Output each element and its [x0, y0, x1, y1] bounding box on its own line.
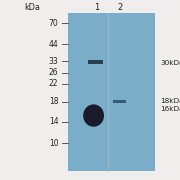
Text: 70: 70: [49, 19, 58, 28]
Text: 33: 33: [49, 57, 58, 66]
Text: 44: 44: [49, 40, 58, 49]
Text: 10: 10: [49, 139, 58, 148]
Text: 1: 1: [94, 3, 99, 12]
Text: 30kDa: 30kDa: [160, 60, 180, 66]
Text: 2: 2: [117, 3, 122, 12]
Ellipse shape: [83, 104, 104, 127]
Text: 16kDa: 16kDa: [160, 106, 180, 112]
Text: 14: 14: [49, 117, 58, 126]
Bar: [68, 13, 155, 171]
Bar: [113, 100, 127, 103]
Text: 18: 18: [49, 97, 58, 106]
Text: 22: 22: [49, 79, 58, 88]
Text: kDa: kDa: [24, 3, 40, 12]
Bar: [88, 60, 103, 64]
Text: 18kDa: 18kDa: [160, 98, 180, 104]
Text: 26: 26: [49, 68, 58, 77]
